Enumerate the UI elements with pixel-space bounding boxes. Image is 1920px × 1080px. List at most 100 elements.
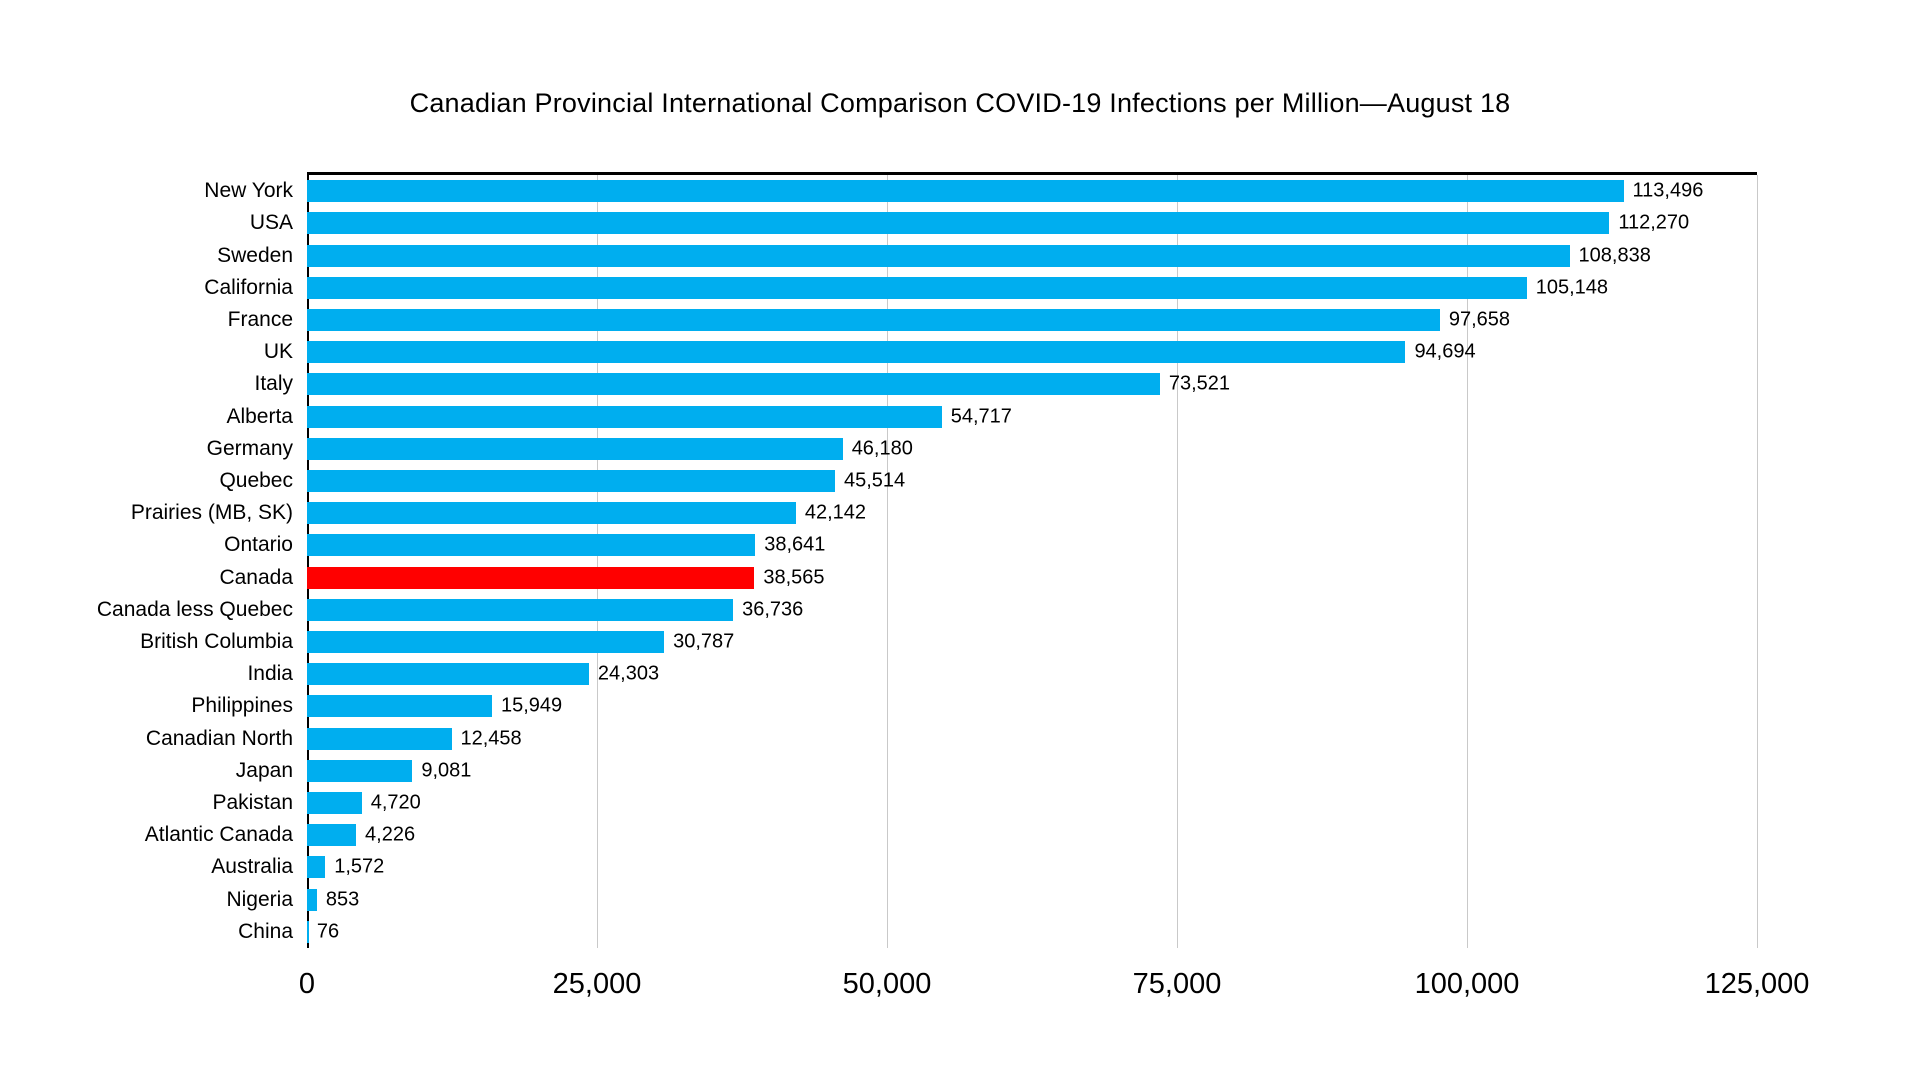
plot-area: New York 113,496 USA 112,270 Sweden 108,838 Ca… bbox=[97, 172, 1758, 948]
bar-value-label: 112,270 bbox=[1618, 211, 1690, 234]
bar-row: Ontario 38,641 bbox=[224, 529, 1757, 561]
bar-value-label: 38,641 bbox=[764, 533, 826, 556]
bar bbox=[307, 405, 942, 428]
bar-value-label: 108,838 bbox=[1578, 244, 1651, 266]
bar-value-label: 1,572 bbox=[334, 855, 385, 878]
bar bbox=[307, 534, 756, 557]
bar bbox=[307, 759, 413, 782]
bar-row: USA 112,270 bbox=[250, 207, 1757, 239]
bar-value-label: 94,694 bbox=[1414, 340, 1476, 363]
bar-value-label: 105,148 bbox=[1535, 276, 1608, 299]
bar bbox=[307, 856, 326, 879]
bar-row: Australia 1,572 bbox=[211, 851, 1757, 883]
bar bbox=[307, 276, 1527, 299]
bar-value-label: 24,303 bbox=[597, 662, 660, 685]
chart-title: Canadian Provincial International Compar… bbox=[409, 88, 1511, 118]
bar bbox=[307, 888, 317, 911]
x-axis-label: 100,000 bbox=[1414, 968, 1520, 1000]
x-axis-label: 125,000 bbox=[1704, 968, 1810, 1000]
category-label: Australia bbox=[211, 855, 293, 879]
bar bbox=[307, 212, 1610, 235]
bar-row: Canadian North 12,458 bbox=[146, 722, 1757, 754]
bar bbox=[307, 598, 734, 621]
bar bbox=[307, 341, 1406, 364]
bar-value-label: 853 bbox=[325, 888, 360, 911]
bar-value-label: 36,736 bbox=[742, 598, 804, 621]
bar bbox=[307, 244, 1570, 267]
category-label: Canada less Quebec bbox=[96, 597, 293, 621]
bar-value-label: 4,720 bbox=[370, 791, 421, 814]
bar bbox=[307, 727, 452, 750]
bar-row: Pakistan 4,720 bbox=[212, 787, 1757, 819]
category-label: Philippines bbox=[191, 694, 293, 718]
bar bbox=[307, 630, 665, 653]
bar-row: France 97,658 bbox=[228, 304, 1757, 336]
bar-value-label: 46,180 bbox=[851, 437, 913, 460]
bar-value-label: 113,496 bbox=[1632, 179, 1704, 202]
category-label: France bbox=[227, 307, 293, 331]
bar-value-label: 54,717 bbox=[950, 405, 1012, 428]
gridline bbox=[887, 175, 888, 948]
bar bbox=[307, 469, 835, 492]
category-label: Alberta bbox=[226, 404, 293, 428]
bar bbox=[307, 695, 492, 718]
gridline bbox=[1467, 175, 1468, 948]
category-label: Japan bbox=[235, 758, 293, 782]
category-label: Prairies (MB, SK) bbox=[130, 501, 293, 525]
category-label: China bbox=[238, 919, 293, 943]
x-axis-label: 75,000 bbox=[1132, 968, 1222, 1000]
bar-row: Italy 73,521 bbox=[254, 368, 1757, 400]
bar-row: Germany 46,180 bbox=[207, 433, 1757, 465]
bar-value-label: 97,658 bbox=[1448, 308, 1510, 331]
category-label: UK bbox=[263, 340, 293, 364]
bar bbox=[307, 373, 1160, 396]
bar-row: Japan 9,081 bbox=[236, 755, 1757, 787]
bar-row: Canada less Quebec 36,736 bbox=[97, 594, 1757, 626]
x-axis-label: 50,000 bbox=[842, 968, 932, 1000]
bar bbox=[307, 502, 796, 525]
bar bbox=[307, 437, 843, 460]
bar-row: Nigeria 853 bbox=[226, 883, 1757, 915]
bar-row: Sweden 108,838 bbox=[217, 239, 1757, 271]
bar-value-label: 30,787 bbox=[673, 630, 735, 653]
category-label: Atlantic Canada bbox=[144, 823, 293, 847]
category-label: Ontario bbox=[224, 533, 293, 557]
bar-value-label: 15,949 bbox=[501, 694, 563, 717]
category-label: USA bbox=[249, 211, 293, 235]
bar-value-label: 42,142 bbox=[804, 501, 867, 524]
bar-row: New York 113,496 bbox=[204, 175, 1757, 207]
bar-value-label: 38,565 bbox=[763, 566, 825, 589]
category-label: Quebec bbox=[219, 468, 293, 492]
x-axis: 0 25,000 50,000 75,000 100,000 125,000 bbox=[299, 968, 1809, 1008]
category-label: Nigeria bbox=[226, 887, 293, 911]
bar bbox=[307, 824, 357, 847]
category-label: New York bbox=[204, 179, 293, 203]
bar-value-label: 4,226 bbox=[365, 823, 416, 846]
bar bbox=[307, 920, 309, 943]
bar-row: Canada 38,565 bbox=[219, 561, 1757, 593]
category-label: California bbox=[204, 275, 293, 299]
bar-row: Philippines 15,949 bbox=[191, 690, 1757, 722]
category-label: Pakistan bbox=[212, 790, 293, 814]
x-axis-label: 0 bbox=[298, 968, 316, 1000]
bar-row: UK 94,694 bbox=[264, 336, 1757, 368]
x-axis-label: 25,000 bbox=[552, 968, 642, 1000]
gridline bbox=[1757, 175, 1758, 948]
category-label: Italy bbox=[254, 372, 293, 396]
bar bbox=[307, 791, 362, 814]
bar-highlighted bbox=[307, 566, 755, 589]
gridline bbox=[597, 175, 598, 948]
category-label: British Columbia bbox=[140, 629, 293, 653]
bar-row: India 24,303 bbox=[247, 658, 1757, 690]
gridline bbox=[1177, 175, 1178, 948]
bar-value-label: 12,458 bbox=[460, 727, 522, 750]
bar-row: Alberta 54,717 bbox=[226, 400, 1757, 432]
bar-row: China 76 bbox=[238, 916, 1757, 948]
category-label: Canadian North bbox=[145, 726, 293, 750]
y-axis-line bbox=[307, 175, 309, 948]
bar-row: Atlantic Canada 4,226 bbox=[145, 819, 1757, 851]
bar-value-label: 76 bbox=[316, 920, 340, 943]
bar-value-label: 73,521 bbox=[1168, 372, 1230, 395]
bar bbox=[307, 663, 589, 686]
